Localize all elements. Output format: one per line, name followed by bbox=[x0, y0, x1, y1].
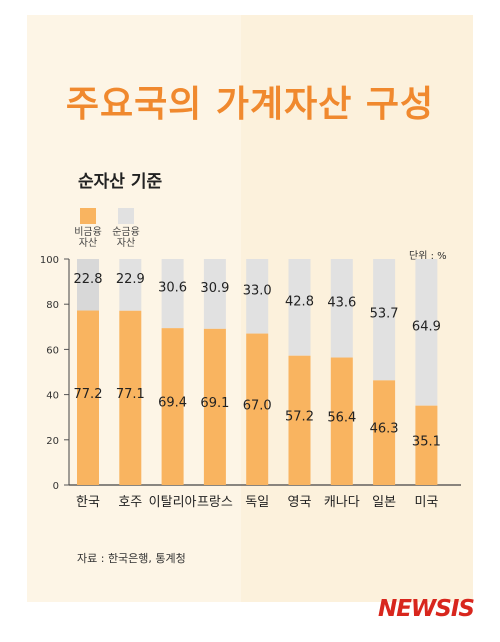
bar-netfinancial-8 bbox=[415, 259, 438, 406]
value-label-netfinancial: 22.8 bbox=[74, 272, 103, 287]
stacked-bar-chart: 0 20 40 60 80 100 22.8 77.2 한국 22.9 77.1 호주 30.6 69.4… bbox=[40, 255, 461, 510]
y-tick-label: 40 bbox=[46, 391, 59, 402]
value-label-netfinancial: 43.6 bbox=[327, 295, 356, 310]
y-tick-label: 20 bbox=[46, 436, 59, 447]
value-label-netfinancial: 30.6 bbox=[158, 281, 187, 296]
bar-nonfinancial-0 bbox=[77, 310, 99, 485]
chart-subtitle: 순자산 기준 bbox=[78, 172, 163, 192]
value-label-netfinancial: 22.9 bbox=[116, 272, 145, 287]
value-label-nonfinancial: 46.3 bbox=[370, 422, 399, 437]
category-label: 호주 bbox=[118, 495, 142, 510]
bar-netfinancial-2 bbox=[161, 259, 184, 329]
y-tick-label: 100 bbox=[40, 255, 59, 266]
legend-label-netfinancial: 순금융 자산 bbox=[112, 227, 140, 249]
category-label: 일본 bbox=[372, 495, 396, 510]
chart-title: 주요국의 가계자산 구성 bbox=[65, 84, 435, 125]
bar-netfinancial-5 bbox=[288, 259, 311, 356]
unit-label: 단위 : % bbox=[409, 251, 447, 262]
bar-nonfinancial-2 bbox=[161, 328, 184, 485]
category-label: 프랑스 bbox=[197, 495, 233, 510]
value-label-nonfinancial: 67.0 bbox=[243, 398, 272, 413]
value-label-netfinancial: 64.9 bbox=[412, 319, 441, 334]
bar-netfinancial-3 bbox=[203, 259, 226, 329]
bar-netfinancial-7 bbox=[373, 259, 396, 381]
bar-netfinancial-6 bbox=[330, 259, 353, 358]
bar-netfinancial-0 bbox=[77, 259, 99, 311]
bar-nonfinancial-7 bbox=[373, 380, 396, 485]
value-label-nonfinancial: 35.1 bbox=[412, 434, 441, 449]
category-label: 한국 bbox=[76, 495, 100, 510]
value-label-netfinancial: 33.0 bbox=[243, 283, 272, 298]
bar-nonfinancial-8 bbox=[415, 405, 438, 485]
bar-nonfinancial-5 bbox=[288, 355, 311, 485]
category-label: 이탈리아 bbox=[149, 495, 197, 510]
newsis-logo: NEWSIS bbox=[377, 596, 475, 622]
value-label-netfinancial: 30.9 bbox=[200, 281, 229, 296]
category-label: 독일 bbox=[245, 495, 269, 510]
value-label-netfinancial: 42.8 bbox=[285, 294, 314, 309]
bar-netfinancial-1 bbox=[119, 259, 142, 311]
category-label: 영국 bbox=[288, 495, 312, 510]
value-label-nonfinancial: 77.1 bbox=[116, 387, 145, 402]
value-label-netfinancial: 53.7 bbox=[370, 307, 399, 322]
value-label-nonfinancial: 56.4 bbox=[327, 410, 356, 425]
bar-nonfinancial-4 bbox=[246, 333, 269, 485]
value-label-nonfinancial: 57.2 bbox=[285, 409, 314, 424]
infographic-card: 주요국의 가계자산 구성 순자산 기준 비금융 자산 순금융 자산 단위 : % 자… bbox=[27, 15, 473, 602]
category-label: 캐나다 bbox=[324, 495, 360, 510]
value-label-nonfinancial: 77.2 bbox=[74, 387, 103, 402]
y-tick-label: 0 bbox=[53, 481, 59, 492]
legend-label-nonfinancial: 비금융 자산 bbox=[74, 227, 102, 249]
bar-nonfinancial-1 bbox=[119, 310, 142, 485]
bar-netfinancial-4 bbox=[246, 259, 269, 334]
legend-swatch-nonfinancial bbox=[80, 208, 96, 224]
legend-swatch-netfinancial bbox=[118, 208, 134, 224]
y-tick-label: 80 bbox=[46, 300, 59, 311]
y-tick-label: 60 bbox=[46, 345, 59, 356]
category-label: 미국 bbox=[414, 495, 438, 510]
bar-nonfinancial-3 bbox=[203, 328, 226, 485]
value-label-nonfinancial: 69.1 bbox=[200, 396, 229, 411]
source-note: 자료 : 한국은행, 통계청 bbox=[77, 552, 186, 565]
value-label-nonfinancial: 69.4 bbox=[158, 396, 187, 411]
bar-nonfinancial-6 bbox=[330, 357, 353, 485]
